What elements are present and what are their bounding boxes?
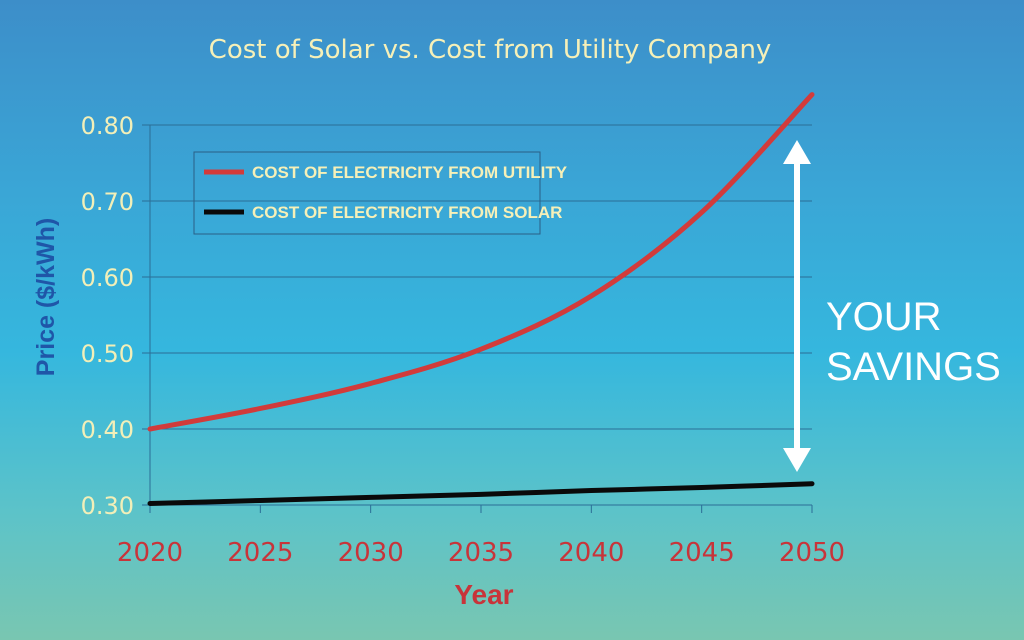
savings-label-line1: YOUR (826, 295, 942, 339)
y-tick-label-5: 0.80 (81, 112, 134, 140)
x-tick-label-4: 2040 (558, 538, 624, 568)
chart-title: Cost of Solar vs. Cost from Utility Comp… (209, 35, 772, 65)
x-tick-label-6: 2050 (779, 538, 845, 568)
y-tick-label-2: 0.50 (81, 340, 134, 368)
series-line-0 (147, 92, 815, 432)
y-tick-label-0: 0.30 (81, 492, 134, 520)
legend: COST OF ELECTRICITY FROM UTILITY COST OF… (193, 151, 568, 235)
savings-label-line2: SAVINGS (826, 345, 1001, 389)
x-tick-label-0: 2020 (117, 538, 183, 568)
legend-label-utility: COST OF ELECTRICITY FROM UTILITY (252, 163, 568, 182)
y-axis-label: Price ($/kWh) (32, 218, 60, 376)
savings-arrow (783, 140, 811, 472)
savings-arrow-head-up (783, 140, 811, 164)
y-tick-label-1: 0.40 (81, 416, 134, 444)
y-tick-label-4: 0.70 (81, 188, 134, 216)
x-axis-label: Year (454, 579, 513, 610)
x-ticks: 2020 2025 2030 2035 2040 2045 2050 (117, 538, 845, 568)
x-tick-label-3: 2035 (448, 538, 514, 568)
legend-box (193, 151, 541, 235)
y-ticks: 0.30 0.40 0.50 0.60 0.70 0.80 (81, 112, 134, 520)
series-line-1 (147, 481, 815, 506)
axes (142, 124, 813, 513)
y-tick-label-3: 0.60 (81, 264, 134, 292)
gridlines (150, 124, 812, 506)
legend-label-solar: COST OF ELECTRICITY FROM SOLAR (252, 203, 562, 222)
x-tick-label-2: 2030 (338, 538, 404, 568)
savings-arrow-head-down (783, 448, 811, 472)
x-tick-label-5: 2045 (669, 538, 735, 568)
series-lines (147, 92, 815, 506)
x-tick-label-1: 2025 (227, 538, 293, 568)
